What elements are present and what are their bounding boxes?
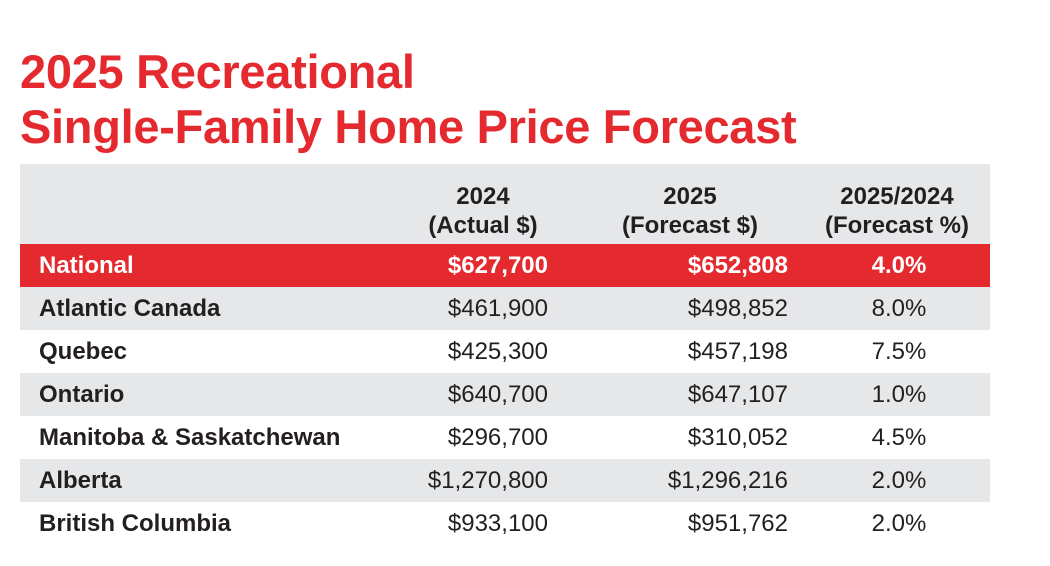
forecast-2025-value: $1,296,216 <box>667 466 788 494</box>
region-name: Atlantic Canada <box>39 294 221 322</box>
chart-title: 2025 Recreational Single-Family Home Pri… <box>20 44 797 154</box>
forecast-pct-value: 2.0% <box>871 466 927 494</box>
forecast-2025-value: $457,198 <box>687 337 788 365</box>
table-row-british-columbia: British Columbia $933,100 $951,762 2.0% <box>20 502 990 545</box>
forecast-table: 2024 (Actual $) 2025 (Forecast $) 2025/2… <box>20 164 990 545</box>
header-forecast-pct-years: 2025/2024 <box>840 183 954 210</box>
actual-2024-value: $1,270,800 <box>427 466 548 494</box>
header-actual-2024: 2024 (Actual $) <box>386 182 548 240</box>
forecast-pct-value: 7.5% <box>871 337 927 365</box>
chart-title-line-2: Single-Family Home Price Forecast <box>20 100 797 153</box>
table-row-alberta: Alberta $1,270,800 $1,296,216 2.0% <box>20 459 990 502</box>
region-name: National <box>39 251 134 279</box>
actual-2024-value: $640,700 <box>447 380 548 408</box>
actual-2024-value: $296,700 <box>447 423 548 451</box>
forecast-2025-value: $647,107 <box>687 380 788 408</box>
actual-2024-value: $425,300 <box>447 337 548 365</box>
table-row-national: National $627,700 $652,808 4.0% <box>20 244 990 287</box>
header-forecast-pct-label: (Forecast %) <box>824 212 970 239</box>
table-header-row: 2024 (Actual $) 2025 (Forecast $) 2025/2… <box>20 164 990 244</box>
forecast-2025-value: $951,762 <box>687 509 788 537</box>
header-forecast-2025-year: 2025 <box>663 183 717 210</box>
actual-2024-value: $461,900 <box>447 294 548 322</box>
table-row-ontario: Ontario $640,700 $647,107 1.0% <box>20 373 990 416</box>
forecast-2025-value: $652,808 <box>687 251 788 279</box>
chart-title-line-1: 2025 Recreational <box>20 45 415 98</box>
forecast-pct-value: 8.0% <box>871 294 927 322</box>
table-row-atlantic-canada: Atlantic Canada $461,900 $498,852 8.0% <box>20 287 990 330</box>
actual-2024-value: $933,100 <box>447 509 548 537</box>
region-name: Ontario <box>39 380 125 408</box>
header-actual-2024-label: (Actual $) <box>428 212 538 239</box>
header-forecast-2025-label: (Forecast $) <box>621 212 759 239</box>
region-name: Manitoba & Saskatchewan <box>39 423 341 451</box>
forecast-pct-value: 2.0% <box>871 509 927 537</box>
forecast-pct-value: 4.5% <box>871 423 927 451</box>
header-forecast-pct: 2025/2024 (Forecast %) <box>788 182 990 240</box>
forecast-2025-value: $498,852 <box>687 294 788 322</box>
actual-2024-value: $627,700 <box>447 251 548 279</box>
header-forecast-2025: 2025 (Forecast $) <box>548 182 788 240</box>
region-name: British Columbia <box>39 509 232 537</box>
region-name: Alberta <box>39 466 122 494</box>
forecast-pct-value: 4.0% <box>871 251 927 279</box>
region-name: Quebec <box>39 337 128 365</box>
table-row-manitoba-saskatchewan: Manitoba & Saskatchewan $296,700 $310,05… <box>20 416 990 459</box>
header-actual-2024-year: 2024 <box>456 183 510 210</box>
forecast-pct-value: 1.0% <box>871 380 927 408</box>
table-row-quebec: Quebec $425,300 $457,198 7.5% <box>20 330 990 373</box>
forecast-2025-value: $310,052 <box>687 423 788 451</box>
